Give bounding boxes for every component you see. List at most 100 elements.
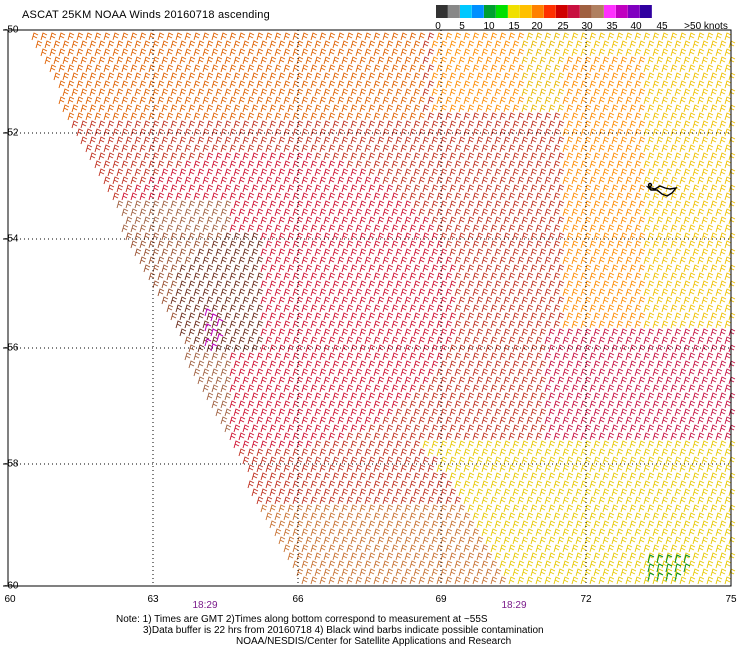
wind-barb (296, 232, 304, 241)
wind-barb (647, 360, 655, 369)
wind-barb (161, 104, 169, 113)
wind-barb (395, 552, 403, 561)
wind-barb (278, 40, 286, 49)
wind-barb (386, 152, 394, 161)
wind-barb (377, 456, 385, 465)
wind-barb (229, 144, 237, 153)
wind-barb (278, 200, 286, 209)
wind-barb (490, 448, 498, 457)
wind-barb (679, 320, 687, 329)
wind-barb (526, 544, 534, 553)
wind-barb (449, 56, 457, 65)
wind-barb (269, 360, 277, 369)
wind-barb (571, 480, 579, 489)
wind-barb (220, 64, 228, 73)
wind-barb (409, 496, 417, 505)
wind-barb (278, 280, 286, 289)
wind-barb (278, 72, 286, 81)
wind-barb (224, 264, 232, 273)
wind-barb (679, 304, 687, 313)
wind-barb (458, 392, 466, 401)
wind-barb (386, 456, 394, 465)
wind-barb (391, 240, 399, 249)
wind-barb (476, 488, 484, 497)
wind-barb (337, 240, 345, 249)
wind-barb (607, 544, 615, 553)
wind-barb (701, 88, 709, 97)
wind-barb (472, 544, 480, 553)
wind-barb (323, 200, 331, 209)
wind-barb (490, 96, 498, 105)
wind-barb (584, 376, 592, 385)
wind-barb (319, 176, 327, 185)
wind-barb (719, 152, 727, 161)
wind-barb (539, 152, 547, 161)
wind-barb (377, 120, 385, 129)
wind-barb (265, 448, 273, 457)
wind-barb (692, 56, 700, 65)
wind-barb (629, 88, 637, 97)
wind-barb (616, 160, 624, 169)
wind-barb (652, 64, 660, 73)
wind-barb (481, 240, 489, 249)
wind-barb (166, 272, 174, 281)
wind-barb (683, 88, 691, 97)
wind-barb (337, 384, 345, 393)
wind-barb (265, 320, 273, 329)
wind-barb (458, 200, 466, 209)
wind-barb (355, 160, 363, 169)
wind-barb (521, 296, 529, 305)
legend-swatch (544, 5, 556, 18)
legend-color-bar (436, 5, 652, 18)
wind-barb (323, 152, 331, 161)
wind-barb (269, 168, 277, 177)
wind-barb (373, 240, 381, 249)
wind-barb (557, 88, 565, 97)
wind-barb (697, 240, 705, 249)
wind-barb (485, 280, 493, 289)
wind-barb (152, 152, 160, 161)
wind-barb (728, 88, 736, 97)
wind-barb (337, 496, 345, 505)
wind-barb (697, 480, 705, 489)
wind-barb (341, 472, 349, 481)
wind-barb (499, 480, 507, 489)
wind-barb (413, 72, 421, 81)
wind-barb (337, 160, 345, 169)
wind-barb (400, 320, 408, 329)
wind-barb (359, 216, 367, 225)
wind-barb (535, 576, 543, 585)
wind-barb (593, 456, 601, 465)
wind-barb (341, 328, 349, 337)
wind-barb (116, 136, 124, 145)
wind-barb (638, 184, 646, 193)
wind-barb (620, 568, 628, 577)
wind-barb (314, 264, 322, 273)
wind-barb (710, 488, 718, 497)
wind-barb (296, 328, 304, 337)
wind-barb (593, 248, 601, 257)
wind-barb (337, 48, 345, 57)
wind-barb (422, 520, 430, 529)
wind-barb (215, 264, 223, 273)
wind-barb (346, 272, 354, 281)
wind-barb (440, 392, 448, 401)
wind-barb (296, 472, 304, 481)
wind-barb (296, 504, 304, 513)
wind-barb (485, 424, 493, 433)
wind-barb (242, 40, 250, 49)
wind-barb (710, 104, 718, 113)
wind-barb (422, 328, 430, 337)
wind-barb (409, 320, 417, 329)
wind-barb (530, 168, 538, 177)
wind-barb (431, 184, 439, 193)
wind-barb (692, 328, 700, 337)
wind-barb (674, 488, 682, 497)
wind-barb (305, 440, 313, 449)
wind-barb (332, 360, 340, 369)
wind-barb (562, 480, 570, 489)
wind-barb (296, 424, 304, 433)
wind-barb (445, 48, 453, 57)
wind-barb (589, 80, 597, 89)
wind-barb (683, 376, 691, 385)
